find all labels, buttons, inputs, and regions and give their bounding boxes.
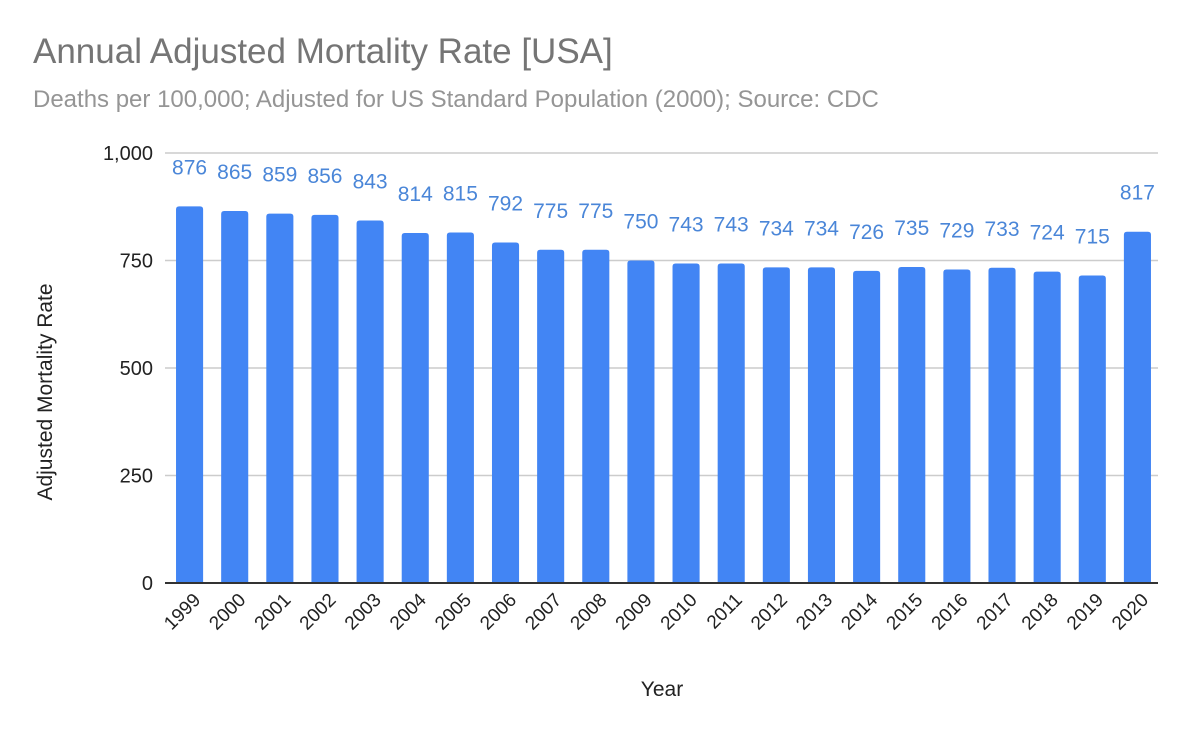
x-tick-label: 1999 [160, 590, 205, 635]
x-tick-label: 2020 [1108, 590, 1153, 635]
x-axis-label: Year [641, 678, 683, 701]
data-label: 726 [849, 221, 884, 244]
y-axis-ticks: 0 250 500 750 1,000 [103, 143, 153, 595]
data-label: 859 [262, 164, 297, 187]
data-label: 750 [623, 211, 658, 234]
data-label: 715 [1075, 226, 1110, 249]
data-label: 775 [578, 200, 613, 223]
data-label: 815 [443, 183, 478, 206]
data-label: 734 [804, 217, 839, 240]
y-tick-label: 0 [142, 573, 153, 595]
data-label: 856 [307, 165, 342, 188]
data-label: 735 [894, 217, 929, 240]
x-tick-label: 2003 [341, 590, 386, 635]
chart-subtitle: Deaths per 100,000; Adjusted for US Stan… [33, 86, 879, 113]
data-labels: 876 865 859 856 843 814 815 792 775 775 750 743 743 7… [172, 156, 1155, 248]
data-label: 724 [1030, 222, 1065, 245]
bar-2004 [401, 232, 429, 584]
y-axis-label: Adjusted Mortality Rate [34, 283, 57, 500]
bar-2002 [311, 214, 339, 584]
data-label: 733 [984, 218, 1019, 241]
x-tick-label: 2001 [251, 590, 296, 635]
bar-2007 [537, 249, 565, 583]
bar-2015 [898, 266, 926, 583]
x-tick-label: 2019 [1063, 590, 1108, 635]
bars [176, 206, 1151, 584]
data-label: 792 [488, 192, 523, 215]
bar-2000 [221, 211, 249, 584]
x-tick-label: 2016 [928, 590, 973, 635]
x-tick-label: 2017 [973, 590, 1018, 635]
x-tick-label: 2007 [521, 590, 566, 635]
data-label: 876 [172, 156, 207, 179]
x-axis-ticks: 1999 2000 2001 2002 2003 2004 2005 2006 2007 2008… [160, 589, 1153, 634]
data-label: 775 [533, 200, 568, 223]
bar-2020 [1123, 231, 1151, 583]
y-tick-label: 250 [120, 466, 153, 488]
data-label: 729 [939, 220, 974, 243]
x-tick-label: 2013 [792, 590, 837, 635]
x-tick-label: 2011 [703, 590, 747, 634]
data-label: 734 [759, 217, 794, 240]
bar-2003 [356, 220, 384, 583]
x-tick-label: 2012 [747, 590, 792, 635]
bar-2016 [943, 269, 971, 583]
x-tick-label: 2014 [837, 589, 882, 634]
data-label: 843 [353, 171, 388, 194]
data-label: 814 [398, 183, 433, 206]
bar-2011 [717, 263, 745, 583]
x-tick-label: 2009 [612, 590, 657, 635]
x-tick-label: 2008 [567, 590, 612, 635]
bar-2010 [672, 263, 700, 583]
x-tick-label: 2015 [883, 590, 928, 635]
bar-2009 [627, 260, 655, 583]
chart-title: Annual Adjusted Mortality Rate [USA] [33, 32, 613, 71]
x-tick-label: 2002 [296, 590, 341, 635]
x-tick-label: 2005 [431, 590, 476, 635]
bar-2008 [582, 249, 610, 583]
bar-2012 [762, 267, 790, 583]
data-label: 743 [669, 214, 704, 237]
y-tick-label: 750 [120, 251, 153, 273]
x-tick-label: 2010 [657, 590, 702, 635]
x-tick-label: 2004 [386, 589, 431, 634]
bar-2001 [266, 213, 294, 583]
bar-2017 [988, 267, 1016, 583]
y-tick-label: 500 [120, 358, 153, 380]
bar-2018 [1033, 271, 1061, 583]
bar-2013 [807, 267, 836, 583]
x-tick-label: 2018 [1018, 590, 1063, 635]
data-label: 743 [714, 214, 749, 237]
bar-2006 [491, 242, 520, 583]
y-tick-label: 1,000 [103, 143, 153, 165]
bar-1999 [176, 206, 204, 583]
x-tick-label: 2006 [476, 590, 521, 635]
data-label: 817 [1120, 182, 1155, 205]
bar-2019 [1078, 275, 1106, 583]
bar-2005 [446, 232, 474, 584]
bar-2014 [853, 270, 881, 583]
data-label: 865 [217, 161, 252, 184]
x-tick-label: 2000 [205, 590, 250, 635]
